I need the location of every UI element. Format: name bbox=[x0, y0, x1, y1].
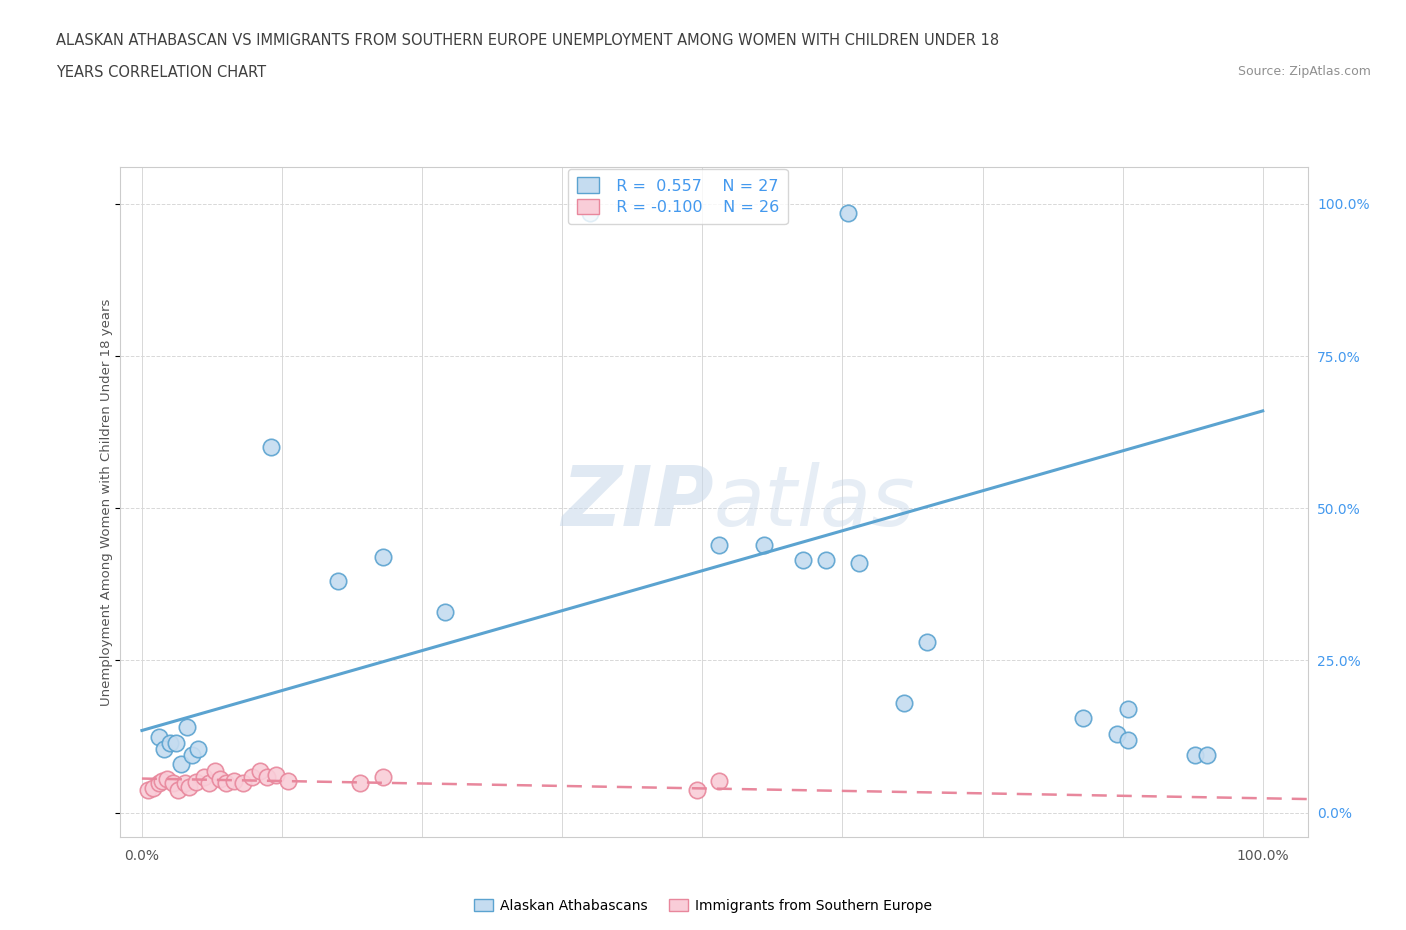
Text: 100.0%: 100.0% bbox=[1236, 849, 1289, 863]
Point bbox=[277, 774, 299, 789]
Point bbox=[136, 782, 159, 797]
Point bbox=[707, 774, 730, 789]
Text: ALASKAN ATHABASCAN VS IMMIGRANTS FROM SOUTHERN EUROPE UNEMPLOYMENT AMONG WOMEN W: ALASKAN ATHABASCAN VS IMMIGRANTS FROM SO… bbox=[56, 33, 1000, 47]
Point bbox=[371, 770, 394, 785]
Point bbox=[1184, 748, 1206, 763]
Point bbox=[240, 770, 263, 785]
Point bbox=[326, 574, 349, 589]
Point bbox=[433, 604, 456, 619]
Point bbox=[260, 440, 283, 455]
Point bbox=[1073, 711, 1095, 725]
Point bbox=[915, 635, 938, 650]
Point bbox=[176, 720, 198, 735]
Point bbox=[256, 770, 278, 785]
Point bbox=[686, 782, 709, 797]
Point bbox=[150, 774, 173, 789]
Legend:   R =  0.557    N = 27,   R = -0.100    N = 26: R = 0.557 N = 27, R = -0.100 N = 26 bbox=[568, 168, 787, 224]
Point bbox=[209, 772, 232, 787]
Point bbox=[792, 552, 814, 567]
Text: YEARS CORRELATION CHART: YEARS CORRELATION CHART bbox=[56, 65, 266, 80]
Point bbox=[153, 741, 176, 756]
Text: atlas: atlas bbox=[714, 461, 915, 543]
Point bbox=[184, 775, 207, 790]
Point bbox=[1116, 702, 1139, 717]
Point bbox=[893, 696, 915, 711]
Point bbox=[177, 779, 200, 794]
Point bbox=[173, 776, 195, 790]
Point bbox=[155, 772, 177, 787]
Point bbox=[198, 776, 221, 790]
Point bbox=[142, 781, 165, 796]
Point bbox=[579, 206, 602, 220]
Point bbox=[193, 770, 215, 785]
Point bbox=[162, 776, 184, 790]
Point bbox=[159, 736, 181, 751]
Point bbox=[848, 555, 870, 570]
Point bbox=[222, 774, 245, 789]
Point bbox=[814, 552, 837, 567]
Point bbox=[187, 741, 209, 756]
Point bbox=[837, 206, 859, 220]
Text: ZIP: ZIP bbox=[561, 461, 714, 543]
Point bbox=[266, 767, 288, 782]
Text: Source: ZipAtlas.com: Source: ZipAtlas.com bbox=[1237, 65, 1371, 78]
Point bbox=[349, 776, 371, 790]
Point bbox=[1195, 748, 1218, 763]
Point bbox=[148, 776, 170, 790]
Point bbox=[181, 748, 204, 763]
Point bbox=[707, 538, 730, 552]
Point bbox=[215, 776, 238, 790]
Point bbox=[249, 764, 271, 778]
Point bbox=[166, 782, 188, 797]
Legend: Alaskan Athabascans, Immigrants from Southern Europe: Alaskan Athabascans, Immigrants from Sou… bbox=[468, 894, 938, 919]
Point bbox=[148, 729, 170, 744]
Y-axis label: Unemployment Among Women with Children Under 18 years: Unemployment Among Women with Children U… bbox=[100, 299, 112, 706]
Point bbox=[1105, 726, 1128, 741]
Point bbox=[371, 550, 394, 565]
Point bbox=[170, 756, 193, 771]
Point bbox=[232, 776, 254, 790]
Point bbox=[165, 736, 187, 751]
Point bbox=[752, 538, 775, 552]
Text: 0.0%: 0.0% bbox=[124, 849, 159, 863]
Point bbox=[1116, 732, 1139, 747]
Point bbox=[204, 764, 226, 778]
